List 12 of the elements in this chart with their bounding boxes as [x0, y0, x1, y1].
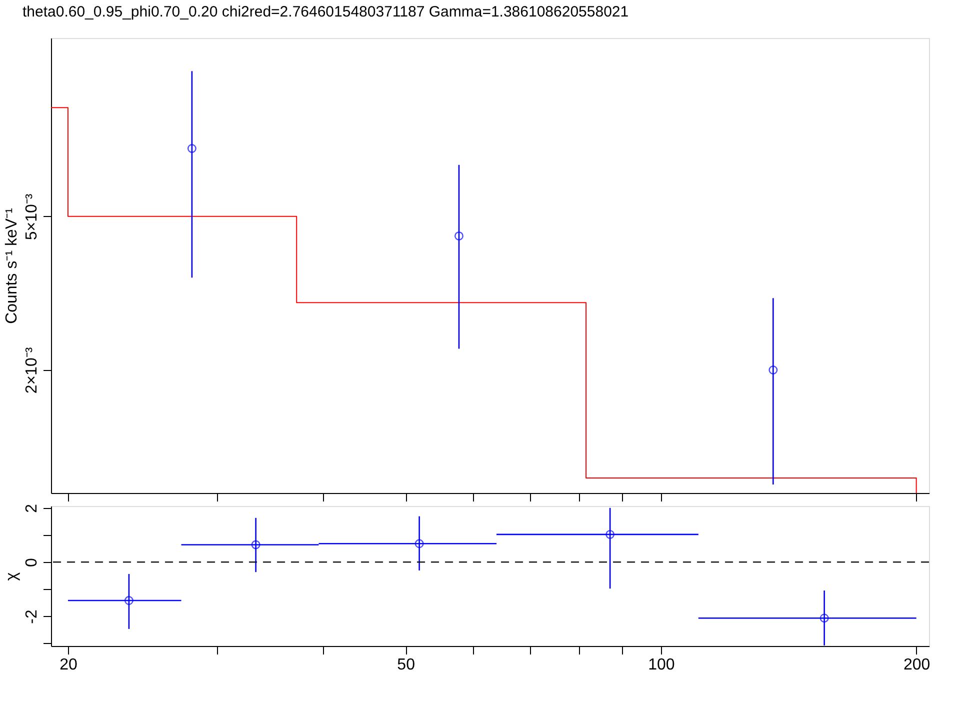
y-tick-label: -2 — [24, 610, 40, 624]
chart-title: theta0.60_0.95_phi0.70_0.20 chi2red=2.7646015480371187 Gamma=1.386108620558021 — [22, 4, 629, 20]
y-tick-label: 5×10⁻³ — [24, 193, 40, 240]
y-axis-title: Counts s⁻¹ keV⁻¹ — [4, 208, 20, 324]
x-tick-label: 100 — [648, 656, 675, 674]
y-axis-title: χ — [4, 572, 20, 581]
y-tick-label: 2×10⁻³ — [24, 346, 40, 394]
y-tick-label: 0 — [24, 558, 40, 568]
x-tick-label: 20 — [60, 656, 78, 674]
y-tick-label: 2 — [24, 504, 40, 513]
x-tick-label: 200 — [903, 656, 930, 674]
x-tick-label: 50 — [397, 656, 416, 674]
